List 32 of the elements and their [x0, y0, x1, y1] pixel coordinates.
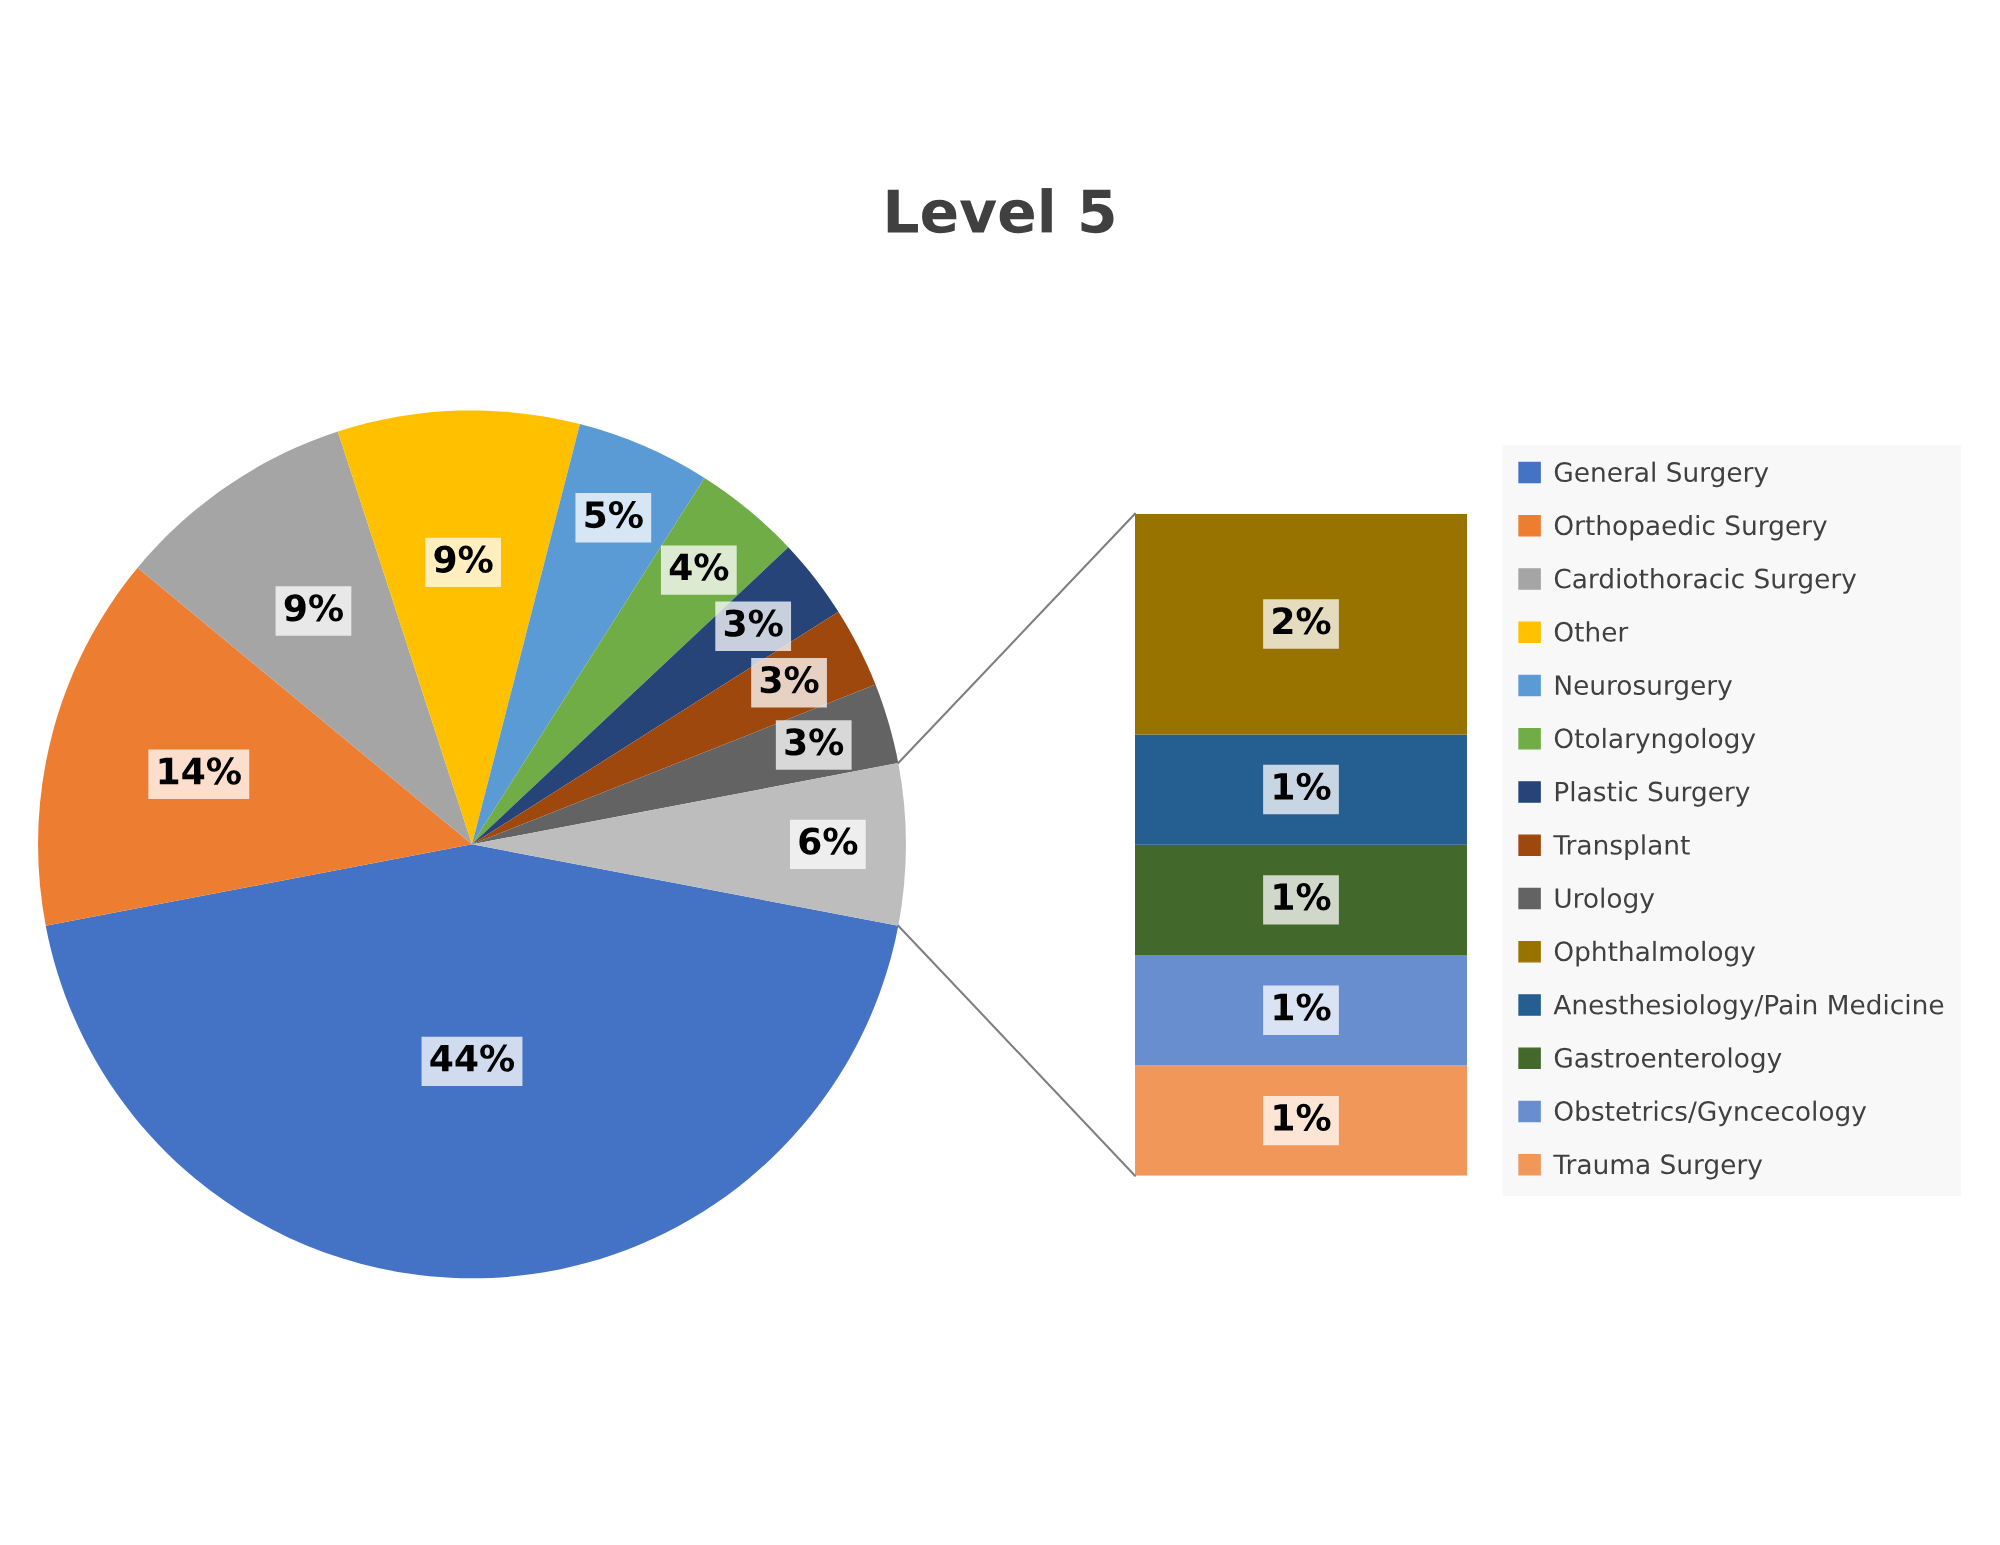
- text: Obstetrics/Gyncecology: [1554, 1100, 1867, 1127]
- pie-slice: [472, 763, 906, 926]
- data-label: 3%: [760, 665, 819, 694]
- legend-label: Transplant: [1553, 834, 1690, 860]
- data-label: 9%: [434, 545, 493, 573]
- legend-label: Cardiothoracic Surgery: [1554, 568, 1857, 594]
- data-label: 9%: [284, 594, 343, 622]
- legend-label: Orthopaedic Surgery: [1554, 514, 1827, 541]
- legend-label: General Surgery: [1554, 461, 1769, 488]
- data-label: 14%: [159, 757, 241, 785]
- data-label: 1%: [1274, 993, 1331, 1021]
- legend-label: Other: [1554, 621, 1629, 642]
- data-label: 3%: [724, 609, 783, 637]
- data-label: 3%: [785, 728, 844, 756]
- chart-title: Level 5: [887, 188, 1114, 234]
- legend-label: Urology: [1555, 887, 1655, 914]
- data-label: 6%: [799, 827, 858, 855]
- data-label: 4%: [669, 553, 729, 581]
- legend-label: Trauma Surgery: [1553, 1154, 1763, 1180]
- data-label: 1%: [1274, 772, 1331, 801]
- data-label: 5%: [585, 500, 643, 529]
- legend-label: Plastic Surgery: [1555, 781, 1750, 807]
- legend-label: Gastroenterology: [1554, 1047, 1782, 1073]
- bar: [1135, 513, 1467, 735]
- data-label: 44%: [430, 1044, 515, 1072]
- legend-label: Ophthalmology: [1554, 940, 1756, 967]
- legend-label: Otolaryngology: [1554, 727, 1756, 754]
- data-label: 1%: [1274, 1103, 1331, 1132]
- data-label: 1%: [1274, 883, 1331, 911]
- legend-label: Neurosurgery: [1555, 675, 1732, 701]
- legend-label: Anesthesiology/Pain Medicine: [1553, 994, 1944, 1020]
- data-label: 2%: [1273, 607, 1331, 635]
